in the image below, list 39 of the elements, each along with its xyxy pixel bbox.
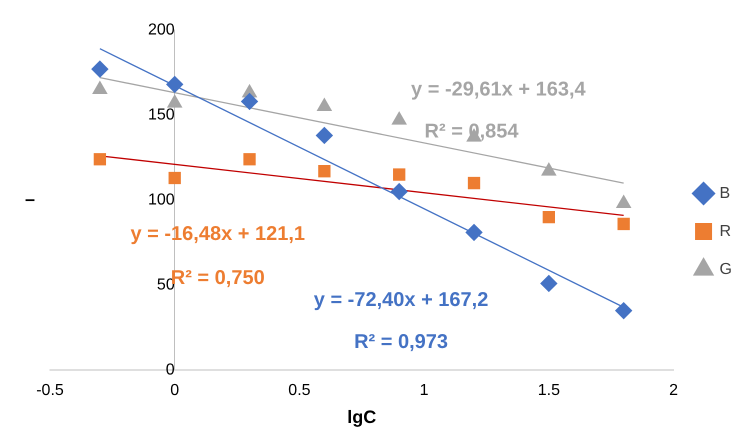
legend-label: B (720, 184, 730, 202)
point (393, 168, 406, 181)
x-tick-label: -0.5 (36, 382, 64, 400)
x-tick-label: 2 (669, 382, 678, 400)
point (94, 153, 106, 166)
point (168, 172, 181, 184)
point (392, 112, 407, 125)
point (167, 94, 182, 108)
legend-label: R (720, 222, 732, 240)
x-tick-label: 1 (420, 382, 429, 400)
point (466, 224, 483, 241)
annotation: y = -16,48x + 121,1 (130, 222, 306, 245)
point (615, 302, 632, 320)
point (542, 210, 555, 224)
annotation: R² = 0,973 (354, 331, 448, 354)
y-tick-label: 150 (148, 106, 175, 124)
point (92, 81, 108, 94)
point (316, 98, 332, 112)
x-axis-title: lgC (347, 407, 376, 428)
point (316, 126, 333, 144)
y-tick-label: 100 (148, 192, 175, 209)
point (241, 92, 258, 110)
point (468, 176, 480, 190)
point (243, 153, 256, 166)
y-tick-label: 200 (148, 21, 175, 38)
y-tick-label: 0 (166, 362, 175, 379)
point (91, 60, 108, 78)
x-tick-label: 0.5 (288, 382, 311, 400)
point (541, 162, 556, 176)
legend-label: G (720, 260, 732, 278)
y-axis-title: – (24, 189, 36, 210)
annotation: y = -29,61x + 163,4 (411, 78, 587, 101)
x-tick-label: 1.5 (538, 382, 560, 400)
point (166, 76, 184, 93)
point (390, 183, 408, 200)
point (618, 218, 630, 230)
annotation: y = -72,40x + 167,2 (314, 288, 488, 311)
point (318, 165, 331, 178)
point (540, 274, 558, 292)
